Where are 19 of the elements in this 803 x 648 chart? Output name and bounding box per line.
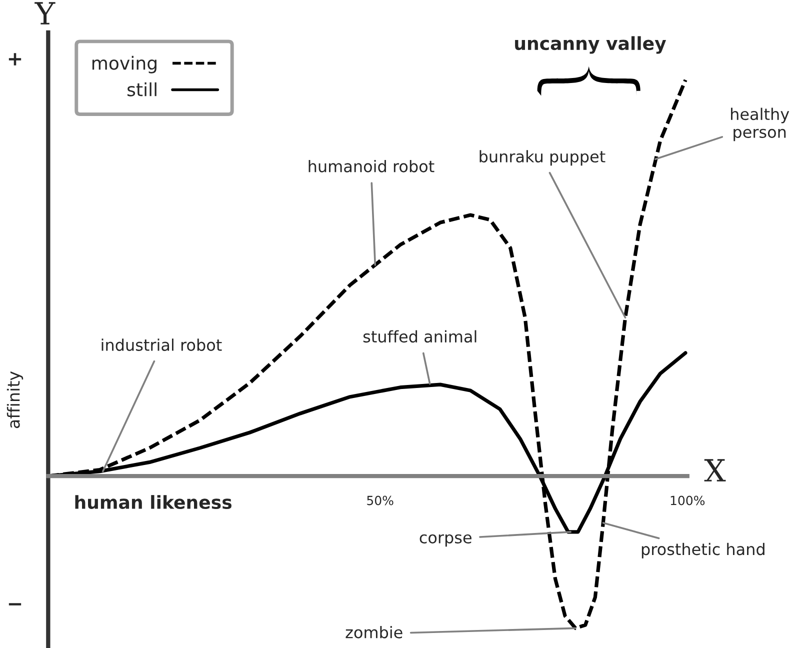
text: − — [8, 603, 22, 606]
annotation: prosthetic hand — [642, 542, 764, 558]
annotation: humanoid robot — [308, 160, 434, 172]
x-axis-title: human likeness — [75, 495, 232, 510]
annotation: industrial robot — [102, 338, 222, 351]
annotation: zombie — [346, 626, 402, 638]
annotation: healthy person — [731, 108, 790, 142]
x-tick-label: 100% — [670, 496, 705, 506]
legend-label: moving — [92, 56, 156, 74]
text: X — [704, 459, 726, 482]
text: + — [8, 53, 22, 66]
text: uncanny valley — [515, 36, 666, 54]
y-axis-title: affinity — [6, 371, 24, 428]
legend-label: still — [128, 82, 156, 96]
annotation: corpse — [420, 534, 472, 547]
annotation: stuffed animal — [363, 330, 476, 343]
annotation: bunraku puppet — [480, 150, 606, 166]
text: Y — [34, 2, 56, 24]
x-tick-label: 50% — [367, 496, 394, 506]
